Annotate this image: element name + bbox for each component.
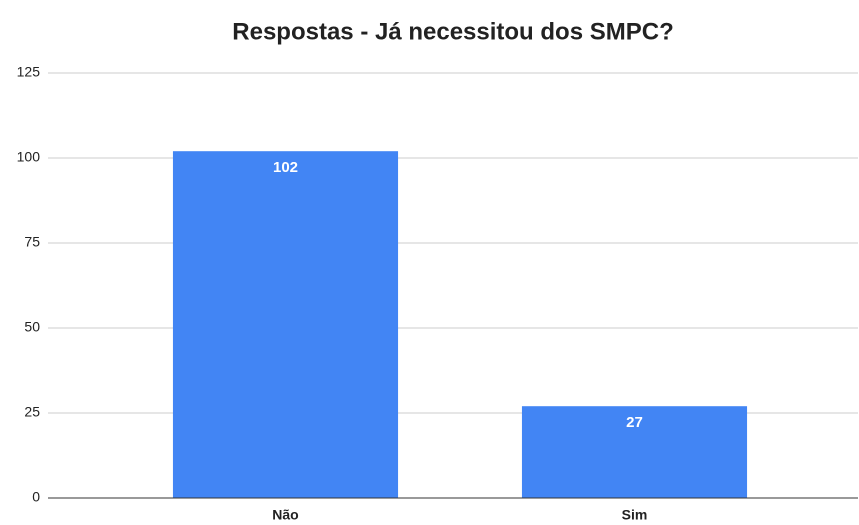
y-tick-label: 0 <box>32 489 40 505</box>
y-tick-label: 75 <box>24 234 40 250</box>
bar <box>172 151 399 498</box>
chart-title: Respostas - Já necessitou dos SMPC? <box>232 18 673 45</box>
data-label: 102 <box>273 159 298 176</box>
y-tick-label: 25 <box>24 404 40 420</box>
data-label: 27 <box>626 414 643 431</box>
y-tick-label: 100 <box>17 149 41 165</box>
bar <box>521 406 748 498</box>
y-tick-label: 50 <box>24 319 40 335</box>
x-tick-label: Não <box>272 507 298 523</box>
y-tick-label: 125 <box>17 64 41 80</box>
x-tick-label: Sim <box>622 507 648 523</box>
